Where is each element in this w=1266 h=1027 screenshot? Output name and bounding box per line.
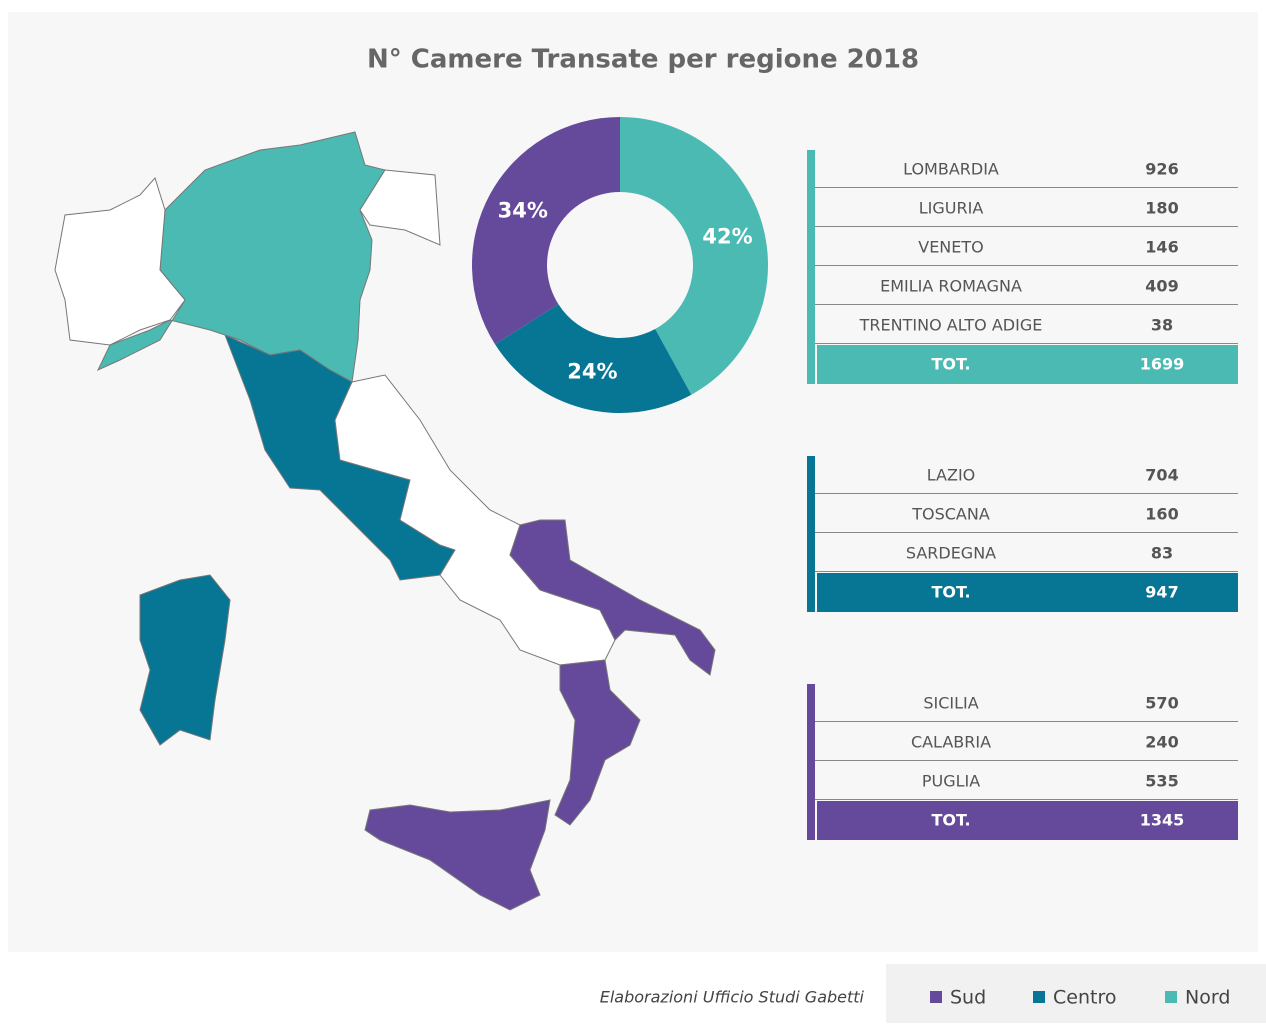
chart-title: N° Camere Transate per regione 2018 [367,45,919,75]
row-accent [807,684,815,723]
region-value: 409 [1145,277,1178,296]
region-name: TRENTINO ALTO ADIGE [859,316,1043,335]
region-value: 38 [1151,316,1173,335]
row-accent [807,189,815,228]
donut-slice [495,304,692,414]
total-row [817,801,1238,840]
region-value: 160 [1145,505,1178,524]
legend-label: Nord [1185,987,1230,1009]
slice-label: 34% [498,199,548,223]
region-name: LAZIO [927,466,976,485]
total-label: TOT. [931,811,970,830]
map-calabria [554,659,641,826]
row-accent [807,762,815,801]
row-accent [807,150,815,189]
region-name: SICILIA [923,694,978,713]
row-accent [807,456,815,495]
slice-label: 24% [567,360,617,384]
map-piemonte [54,177,186,346]
region-value: 146 [1145,238,1178,257]
total-label: TOT. [931,583,970,602]
map-sardegna [139,574,231,746]
row-accent [807,495,815,534]
region-value: 83 [1151,544,1173,563]
total-row [817,573,1238,612]
total-accent [807,801,815,840]
region-name: LIGURIA [919,199,984,218]
map-sicilia [364,799,551,911]
region-value: 180 [1145,199,1178,218]
region-name: EMILIA ROMAGNA [880,277,1022,296]
total-label: TOT. [931,355,970,374]
map-friuli [359,169,441,246]
region-name: LOMBARDIA [903,160,999,179]
legend-swatch [1165,991,1177,1003]
region-name: PUGLIA [922,772,980,791]
donut-slice [472,117,620,345]
legend-label: Centro [1053,987,1116,1009]
row-accent [807,267,815,306]
region-value: 570 [1145,694,1178,713]
region-name: VENETO [918,238,984,257]
region-value: 535 [1145,772,1178,791]
donut-slice [620,117,769,395]
total-accent [807,345,815,384]
map-puglia [509,519,716,676]
legend-swatch [930,991,942,1003]
total-row [817,345,1238,384]
region-name: TOSCANA [911,505,990,524]
region-value: 926 [1145,160,1178,179]
total-accent [807,573,815,612]
region-value: 704 [1145,466,1178,485]
row-accent [807,534,815,573]
total-value: 947 [1145,583,1178,602]
row-accent [807,723,815,762]
region-value: 240 [1145,733,1178,752]
region-name: CALABRIA [911,733,991,752]
slice-label: 42% [702,224,752,248]
total-value: 1345 [1140,811,1185,830]
region-name: SARDEGNA [906,544,996,563]
legend-box [886,964,1266,1023]
source: Elaborazioni Ufficio Studi Gabetti [600,988,865,1007]
map [54,131,716,911]
row-accent [807,306,815,345]
row-accent [807,228,815,267]
legend-label: Sud [950,987,986,1009]
legend-swatch [1033,991,1045,1003]
total-value: 1699 [1140,355,1185,374]
